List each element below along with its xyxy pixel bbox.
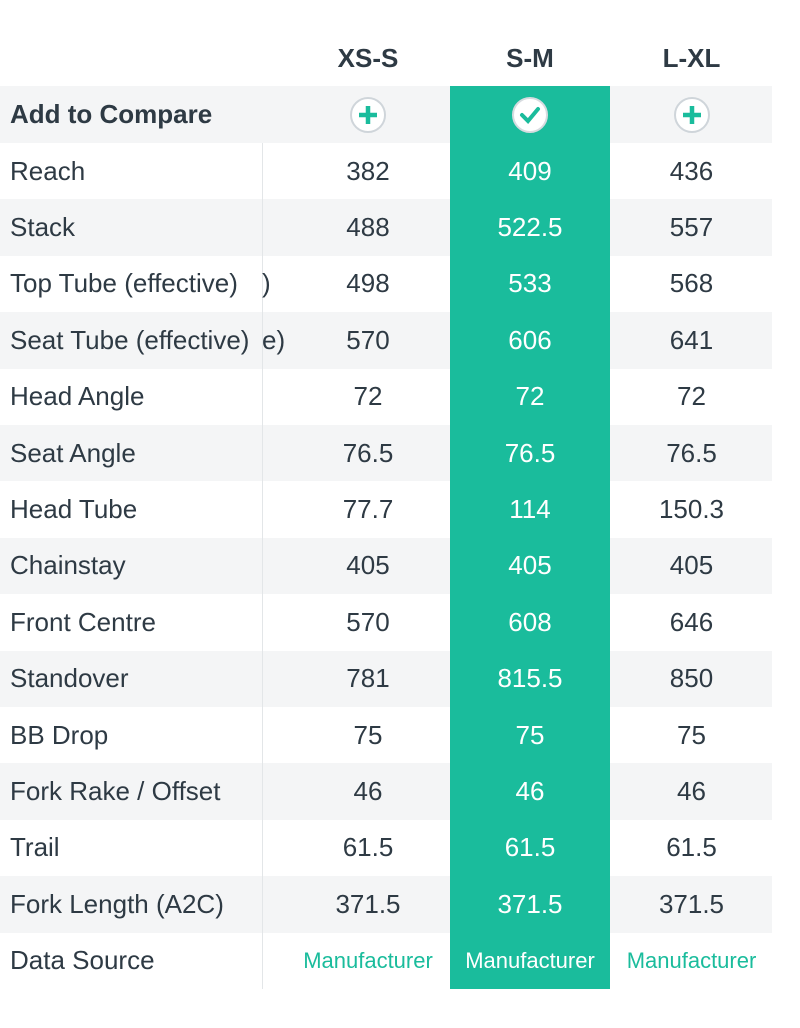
value-cell: 46: [677, 776, 706, 807]
value-cell: 46: [515, 776, 545, 807]
value-cell: 150.3: [658, 494, 725, 525]
row-label: Head Tube: [10, 481, 142, 538]
column-header: S-M: [506, 42, 554, 73]
source-link[interactable]: Manufacturer: [303, 947, 433, 973]
selected-column: [450, 86, 610, 989]
value-cell: 72: [353, 381, 383, 412]
value-cell: 557: [669, 212, 714, 243]
value-cell: 568: [669, 268, 714, 299]
value-cell: 815.5: [497, 663, 563, 694]
value-cell: 75: [353, 719, 383, 750]
row-label: Seat Tube (effective): [10, 312, 254, 369]
row-label: Stack: [10, 199, 80, 256]
value-cell: 61.5: [666, 832, 717, 863]
divider: [262, 143, 263, 989]
row-label: BB Drop: [10, 707, 113, 764]
value-cell: 371.5: [497, 888, 563, 919]
value-cell: 436: [669, 155, 714, 186]
row-label: Fork Rake / Offset: [10, 763, 225, 820]
plus-icon: [350, 96, 386, 133]
value-cell: 608: [508, 606, 552, 637]
row-label: Seat Angle: [10, 425, 140, 482]
value-cell: 850: [669, 663, 714, 694]
value-cell: 76.5: [504, 437, 556, 468]
value-cell: 533: [508, 268, 552, 299]
add-icon[interactable]: [287, 86, 449, 143]
column-header: L-XL: [662, 42, 721, 73]
value-cell: 114: [509, 494, 551, 525]
row-label: Trail: [10, 819, 64, 877]
row-label: Chainstay: [10, 537, 130, 595]
value-cell: 488: [346, 212, 390, 243]
value-cell: 570: [346, 606, 390, 637]
row-label: Front Centre: [10, 594, 160, 651]
compare-label: Add to Compare: [10, 99, 213, 129]
check-icon: [512, 96, 548, 133]
value-cell: 382: [346, 155, 390, 186]
value-cell: 76.5: [342, 437, 394, 468]
clipped-label: ): [262, 268, 271, 299]
value-cell: 522.5: [497, 212, 563, 243]
plus-icon: [673, 96, 710, 133]
value-cell: 606: [508, 324, 552, 355]
source-label: Data Source: [10, 945, 155, 976]
source-link[interactable]: Manufacturer: [626, 947, 757, 973]
source-link[interactable]: Manufacturer: [465, 947, 595, 973]
row-label: Fork Length (A2C): [10, 876, 228, 933]
row-label: Reach: [10, 143, 90, 200]
value-cell: 646: [669, 606, 714, 637]
value-cell: 77.7: [342, 494, 394, 525]
value-cell: 405: [346, 550, 390, 581]
column-header: XS-S: [337, 42, 399, 73]
add-icon[interactable]: [611, 86, 772, 143]
value-cell: 498: [346, 268, 390, 299]
value-cell: 75: [515, 719, 545, 750]
value-cell: 405: [669, 550, 714, 581]
value-cell: 72: [515, 381, 545, 412]
row-label: Top Tube (effective): [10, 255, 242, 313]
value-cell: 570: [346, 324, 390, 355]
value-cell: 72: [677, 381, 706, 412]
row-stripe: [0, 199, 772, 256]
selected-icon[interactable]: [450, 86, 610, 143]
value-cell: 61.5: [342, 832, 394, 863]
value-cell: 61.5: [504, 832, 556, 863]
value-cell: 46: [353, 776, 383, 807]
value-cell: 781: [346, 663, 390, 694]
clipped-label: e): [262, 324, 286, 355]
value-cell: 409: [508, 155, 552, 186]
value-cell: 405: [508, 550, 552, 581]
row-label: Standover: [10, 650, 133, 707]
value-cell: 371.5: [658, 888, 725, 919]
row-label: Head Angle: [10, 368, 149, 425]
value-cell: 371.5: [335, 888, 401, 919]
value-cell: 76.5: [666, 437, 717, 468]
value-cell: 75: [677, 719, 706, 750]
value-cell: 641: [669, 324, 714, 355]
